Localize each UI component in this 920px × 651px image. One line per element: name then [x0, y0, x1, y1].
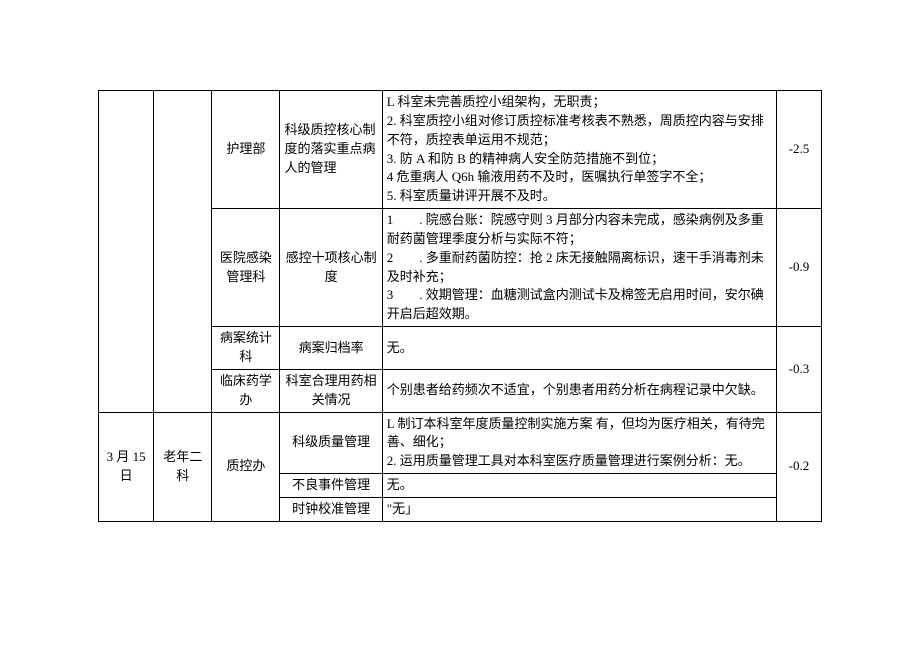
cell-item: 科级质量管理	[280, 412, 382, 474]
cell-ward-blank	[154, 91, 212, 413]
cell-item: 科级质控核心制度的落实重点病人的管理	[280, 91, 382, 209]
audit-table: 护理部 科级质控核心制度的落实重点病人的管理 L 科室未完善质控小组架构，无职责…	[98, 90, 822, 522]
cell-detail: "无」	[382, 497, 776, 521]
cell-item: 感控十项核心制度	[280, 209, 382, 327]
page: 护理部 科级质控核心制度的落实重点病人的管理 L 科室未完善质控小组架构，无职责…	[0, 0, 920, 651]
cell-score: -2.5	[776, 91, 821, 209]
cell-detail: 个别患者给药频次不适宜，个别患者用药分析在病程记录中欠缺。	[382, 369, 776, 412]
cell-detail: 1 . 院感台账：院感守则 3 月部分内容未完成，感染病例及多重耐药菌管理季度分…	[382, 209, 776, 327]
cell-dept: 质控办	[212, 412, 280, 521]
cell-dept: 医院感染管理科	[212, 209, 280, 327]
cell-dept: 护理部	[212, 91, 280, 209]
cell-date-blank	[99, 91, 154, 413]
cell-item: 科室合理用药相关情况	[280, 369, 382, 412]
cell-score: -0.3	[776, 327, 821, 412]
cell-ward: 老年二科	[154, 412, 212, 521]
cell-date: 3 月 15 日	[99, 412, 154, 521]
cell-item: 病案归档率	[280, 327, 382, 370]
cell-detail: L 制订本科室年度质量控制实施方案 有，但均为医疗相关，有待完善、细化；2. 运…	[382, 412, 776, 474]
cell-detail: 无。	[382, 474, 776, 498]
cell-score: -0.9	[776, 209, 821, 327]
cell-dept: 病案统计科	[212, 327, 280, 370]
cell-detail: 无。	[382, 327, 776, 370]
cell-detail: L 科室未完善质控小组架构，无职责；2. 科室质控小组对修订质控标准考核表不熟悉…	[382, 91, 776, 209]
cell-score: -0.2	[776, 412, 821, 521]
table-row: 3 月 15 日 老年二科 质控办 科级质量管理 L 制订本科室年度质量控制实施…	[99, 412, 822, 474]
table-row: 护理部 科级质控核心制度的落实重点病人的管理 L 科室未完善质控小组架构，无职责…	[99, 91, 822, 209]
cell-item: 不良事件管理	[280, 474, 382, 498]
cell-item: 时钟校准管理	[280, 497, 382, 521]
cell-dept: 临床药学办	[212, 369, 280, 412]
